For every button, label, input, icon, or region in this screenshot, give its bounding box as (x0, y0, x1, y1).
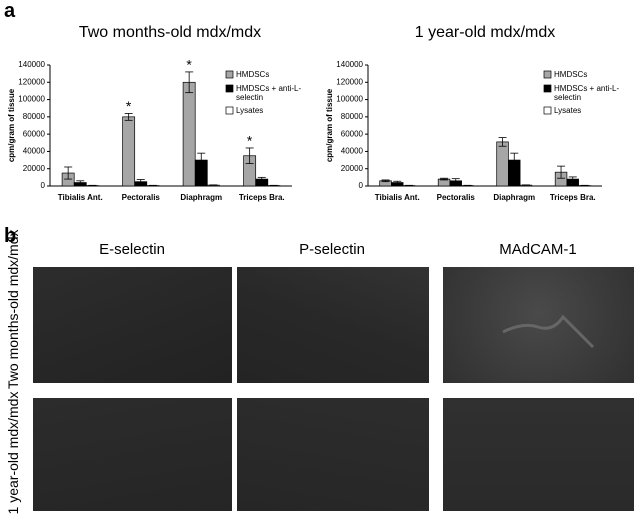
legend-label: Lysates (554, 106, 632, 115)
y-tick-label: 40000 (341, 147, 364, 156)
legend-entry: HMDSCs + anti-L-selectin (554, 84, 632, 106)
y-tick-label: 0 (359, 181, 364, 190)
chart-title: 1 year-old mdx/mdx (415, 24, 556, 41)
error-bar (88, 185, 96, 186)
micrograph (443, 267, 634, 383)
legend-label: HMDSCs (236, 70, 314, 79)
micrograph (237, 267, 429, 383)
legend-swatch (544, 71, 551, 78)
significance-mark: * (186, 57, 192, 73)
row-label: Two months-old mdx/mdx (5, 259, 21, 389)
row-label: 1 year-old mdx/mdx (5, 388, 21, 518)
legend-label: Lysates (236, 106, 314, 115)
legend-entry: HMDSCs + anti-L-selectin (236, 84, 314, 106)
x-tick-label: Triceps Bra. (550, 193, 596, 202)
y-tick-label: 60000 (23, 129, 46, 138)
error-bar (580, 185, 588, 186)
legend-swatch (544, 107, 551, 114)
x-tick-label: Tibialis Ant. (58, 193, 103, 202)
micrograph (237, 398, 429, 511)
significance-mark: * (247, 133, 253, 149)
error-bar (149, 185, 157, 186)
column-label: MAdCAM-1 (443, 241, 633, 258)
y-tick-label: 120000 (336, 77, 363, 86)
y-tick-label: 120000 (18, 77, 45, 86)
column-label: P-selectin (237, 241, 427, 258)
y-tick-label: 80000 (341, 112, 364, 121)
legend-swatch (544, 85, 551, 92)
bar (497, 142, 509, 186)
micrograph (443, 398, 634, 511)
error-bar (405, 185, 413, 186)
error-bar (463, 185, 471, 186)
legend-entry: Lysates (236, 106, 314, 128)
y-tick-label: 60000 (341, 129, 364, 138)
micrograph (33, 267, 232, 383)
column-label: E-selectin (37, 241, 227, 258)
y-tick-label: 100000 (336, 95, 363, 104)
x-tick-label: Tibialis Ant. (375, 193, 420, 202)
x-tick-label: Diaphragm (493, 193, 535, 202)
x-tick-label: Diaphragm (180, 193, 222, 202)
y-tick-label: 140000 (336, 60, 363, 69)
significance-mark: * (126, 98, 132, 114)
y-axis-label: cpm/gram of tissue (7, 88, 16, 162)
x-tick-label: Triceps Bra. (239, 193, 285, 202)
y-tick-label: 0 (41, 181, 46, 190)
y-tick-label: 20000 (23, 164, 46, 173)
y-tick-label: 140000 (18, 60, 45, 69)
legend-label: HMDSCs + anti-L-selectin (236, 84, 314, 102)
legend-label: HMDSCs (554, 70, 632, 79)
bar (123, 117, 135, 186)
legend-swatch (226, 71, 233, 78)
y-tick-label: 40000 (23, 147, 46, 156)
bar (183, 82, 195, 186)
legend-swatch (226, 85, 233, 92)
y-axis-label: cpm/gram of tissue (325, 88, 334, 162)
error-bar (209, 185, 217, 186)
x-tick-label: Pectoralis (122, 193, 161, 202)
y-tick-label: 80000 (23, 112, 46, 121)
charts: Two months-old mdx/mdx cpm/gram of tissue… (0, 0, 640, 215)
micrograph (33, 398, 232, 511)
chart-title: Two months-old mdx/mdx (79, 24, 261, 41)
error-bar (522, 185, 530, 186)
x-tick-label: Pectoralis (437, 193, 476, 202)
legend-swatch (226, 107, 233, 114)
error-bar (270, 185, 278, 186)
legend-label: HMDSCs + anti-L-selectin (554, 84, 632, 102)
tissue-streak (443, 267, 634, 383)
y-tick-label: 100000 (18, 95, 45, 104)
legend-entry: Lysates (554, 106, 632, 128)
y-tick-label: 20000 (341, 164, 364, 173)
